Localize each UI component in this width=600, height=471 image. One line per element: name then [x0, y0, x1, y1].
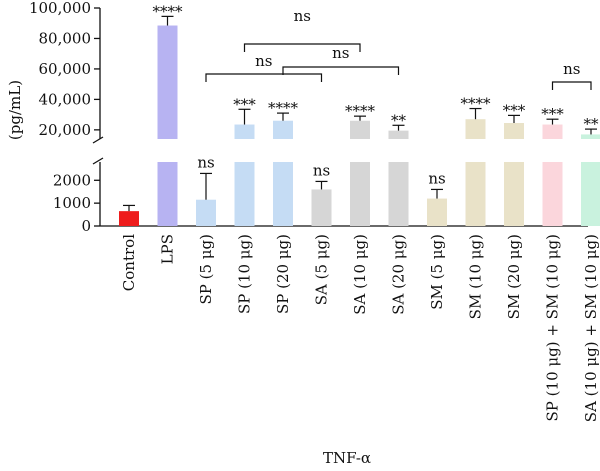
significance-label: ****	[461, 95, 492, 113]
bar	[427, 198, 447, 226]
bar-lower-part	[581, 162, 600, 226]
category-label: SA (20 μg)	[390, 234, 408, 315]
comparison-label: ns	[563, 60, 580, 78]
bar	[581, 134, 600, 139]
significance-label: **	[584, 115, 600, 133]
y-tick-upper-label: 20,000	[39, 121, 92, 139]
axis-break-mark	[92, 157, 104, 165]
comparison-label: ns	[294, 7, 311, 25]
comparison-bracket	[282, 66, 400, 75]
bar-lower-part	[388, 162, 409, 226]
significance-label: ns	[197, 153, 214, 171]
category-label: SP (5 μg)	[197, 234, 215, 305]
axis-break-mark	[92, 136, 104, 144]
significance-label: ns	[428, 169, 445, 187]
bar	[465, 119, 486, 139]
significance-label: ****	[268, 99, 299, 117]
bar	[273, 120, 293, 139]
bar-lower-part	[465, 162, 486, 226]
comparison-bracket	[243, 43, 361, 52]
y-tick-upper-label: 40,000	[39, 90, 92, 108]
x-axis-label: TNF-α	[323, 449, 371, 467]
bar-lower-part	[504, 162, 524, 226]
bar	[504, 123, 524, 139]
bar	[234, 124, 255, 139]
comparison-label: ns	[255, 52, 272, 70]
bar-lower-part	[157, 162, 178, 226]
significance-label: ***	[503, 101, 526, 119]
labels: ****ns*** ****ns******ns**** *** *****nsnsn…	[120, 2, 600, 422]
category-label: SA (10 μg)	[351, 234, 369, 315]
y-tick-lower-label: 0	[81, 217, 91, 235]
category-label: SP (10 μg) + SM (10 μg)	[544, 234, 562, 421]
significance-label: **	[391, 111, 407, 129]
significance-label: ****	[345, 102, 376, 120]
category-label: SA (5 μg)	[313, 234, 331, 305]
comparison-bracket	[551, 81, 592, 90]
bar	[119, 211, 139, 226]
y-tick-upper-label: 60,000	[39, 60, 92, 78]
y-tick-upper-label: 100,000	[29, 0, 91, 17]
y-tick-upper-label: 80,000	[39, 29, 92, 47]
category-label: SM (20 μg)	[505, 234, 523, 319]
bar	[157, 25, 178, 140]
bar-lower-part	[542, 162, 563, 226]
y-tick-lower-label: 1000	[53, 194, 91, 212]
bar	[542, 124, 563, 139]
axes: 0 1000 2000 20,000 40,000 60,000 80,000 100,000	[29, 0, 588, 235]
significance-label: ****	[153, 2, 184, 20]
y-axis-label: (pg/mL)	[6, 80, 24, 140]
bar-lower-part	[273, 162, 293, 226]
bar	[350, 120, 370, 139]
bar	[196, 199, 216, 226]
category-label: Control	[120, 234, 138, 291]
comparison-label: ns	[332, 44, 349, 62]
y-tick-lower-label: 2000	[53, 171, 91, 189]
category-label: LPS	[159, 234, 177, 264]
category-label: SM (5 μg)	[428, 234, 446, 310]
significance-label: ***	[233, 95, 256, 113]
bar-lower-part	[350, 162, 370, 226]
bar	[311, 189, 332, 226]
category-label: SA (10 μg) + SM (10 μg)	[582, 234, 600, 422]
significance-label: ***	[541, 105, 564, 123]
category-label: SM (10 μg)	[467, 234, 485, 319]
significance-label: ns	[313, 161, 330, 179]
bars	[119, 15, 600, 226]
bar	[388, 130, 409, 139]
category-label: SP (20 μg)	[274, 234, 292, 314]
bar-lower-part	[234, 162, 255, 226]
comparison-bracket	[205, 73, 323, 82]
category-label: SP (10 μg)	[236, 234, 254, 314]
